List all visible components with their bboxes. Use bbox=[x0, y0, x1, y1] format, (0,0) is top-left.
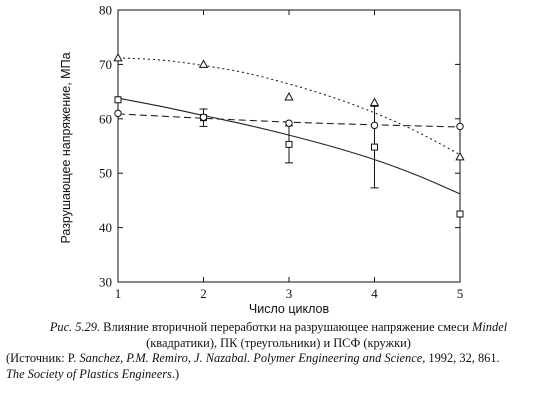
data-point-circle bbox=[456, 122, 464, 131]
x-tick-label: 4 bbox=[371, 286, 378, 301]
figure-number: Рис. 5.29. bbox=[49, 320, 101, 334]
caption-line-1: Рис. 5.29. Влияние вторичной переработки… bbox=[6, 320, 551, 336]
x-tick-label: 2 bbox=[200, 286, 207, 301]
chart: 1 2 3 4 5 30 40 50 60 70 80 Число циклов Разрушающ… bbox=[59, 3, 465, 316]
source-prefix: (Источник: P. bbox=[6, 351, 80, 365]
caption-brand: Mindel bbox=[472, 320, 508, 334]
data-point-circle bbox=[285, 119, 293, 127]
data-point-triangle bbox=[369, 97, 380, 106]
data-point-triangle bbox=[455, 151, 465, 161]
y-tick-label: 80 bbox=[99, 3, 112, 18]
data-point-triangle bbox=[284, 91, 294, 101]
x-tick-label: 3 bbox=[286, 286, 293, 301]
data-point-circle bbox=[199, 113, 208, 121]
y-tick-label: 70 bbox=[99, 57, 112, 72]
data-point-square bbox=[285, 140, 293, 148]
data-point-square bbox=[371, 143, 378, 151]
series-layer bbox=[113, 52, 465, 218]
data-point-square bbox=[456, 210, 464, 218]
y-tick-label: 60 bbox=[99, 111, 112, 126]
data-point-triangle bbox=[113, 52, 123, 62]
figure-caption: Рис. 5.29. Влияние вторичной переработки… bbox=[6, 320, 551, 382]
x-tick-label: 5 bbox=[457, 286, 464, 301]
y-axis-label: Разрушающее напряжение, МПа bbox=[59, 52, 73, 243]
data-point-square bbox=[114, 96, 122, 104]
x-axis-label: Число циклов bbox=[249, 302, 330, 316]
y-tick-label: 50 bbox=[99, 166, 112, 181]
y-tick-label: 30 bbox=[99, 275, 112, 290]
source-end: .) bbox=[171, 366, 180, 381]
source-authors: Sanchez, P.M. Remiro, J. Nazabal. Polyme… bbox=[79, 351, 423, 365]
data-point-circle bbox=[370, 121, 379, 130]
caption-line-3: (Источник: P. Sanchez, P.M. Remiro, J. N… bbox=[6, 351, 551, 367]
y-tick-label: 40 bbox=[99, 220, 112, 235]
caption-line-2: (квадратики), ПК (треугольники) и ПСФ (к… bbox=[146, 335, 411, 350]
source-society: The Society of Plastics Engineers bbox=[6, 366, 172, 381]
source-details: , 1992, 32, 861. bbox=[422, 351, 500, 365]
caption-text: Влияние вторичной переработки на разруша… bbox=[100, 320, 473, 334]
data-point-circle bbox=[114, 109, 122, 118]
caption-line-4: The Society of Plastics Engineers.) bbox=[6, 367, 551, 383]
axes: 1 2 3 4 5 30 40 50 60 70 80 bbox=[99, 3, 463, 302]
x-tick-label: 1 bbox=[115, 286, 122, 301]
data-point-triangle bbox=[198, 59, 209, 68]
